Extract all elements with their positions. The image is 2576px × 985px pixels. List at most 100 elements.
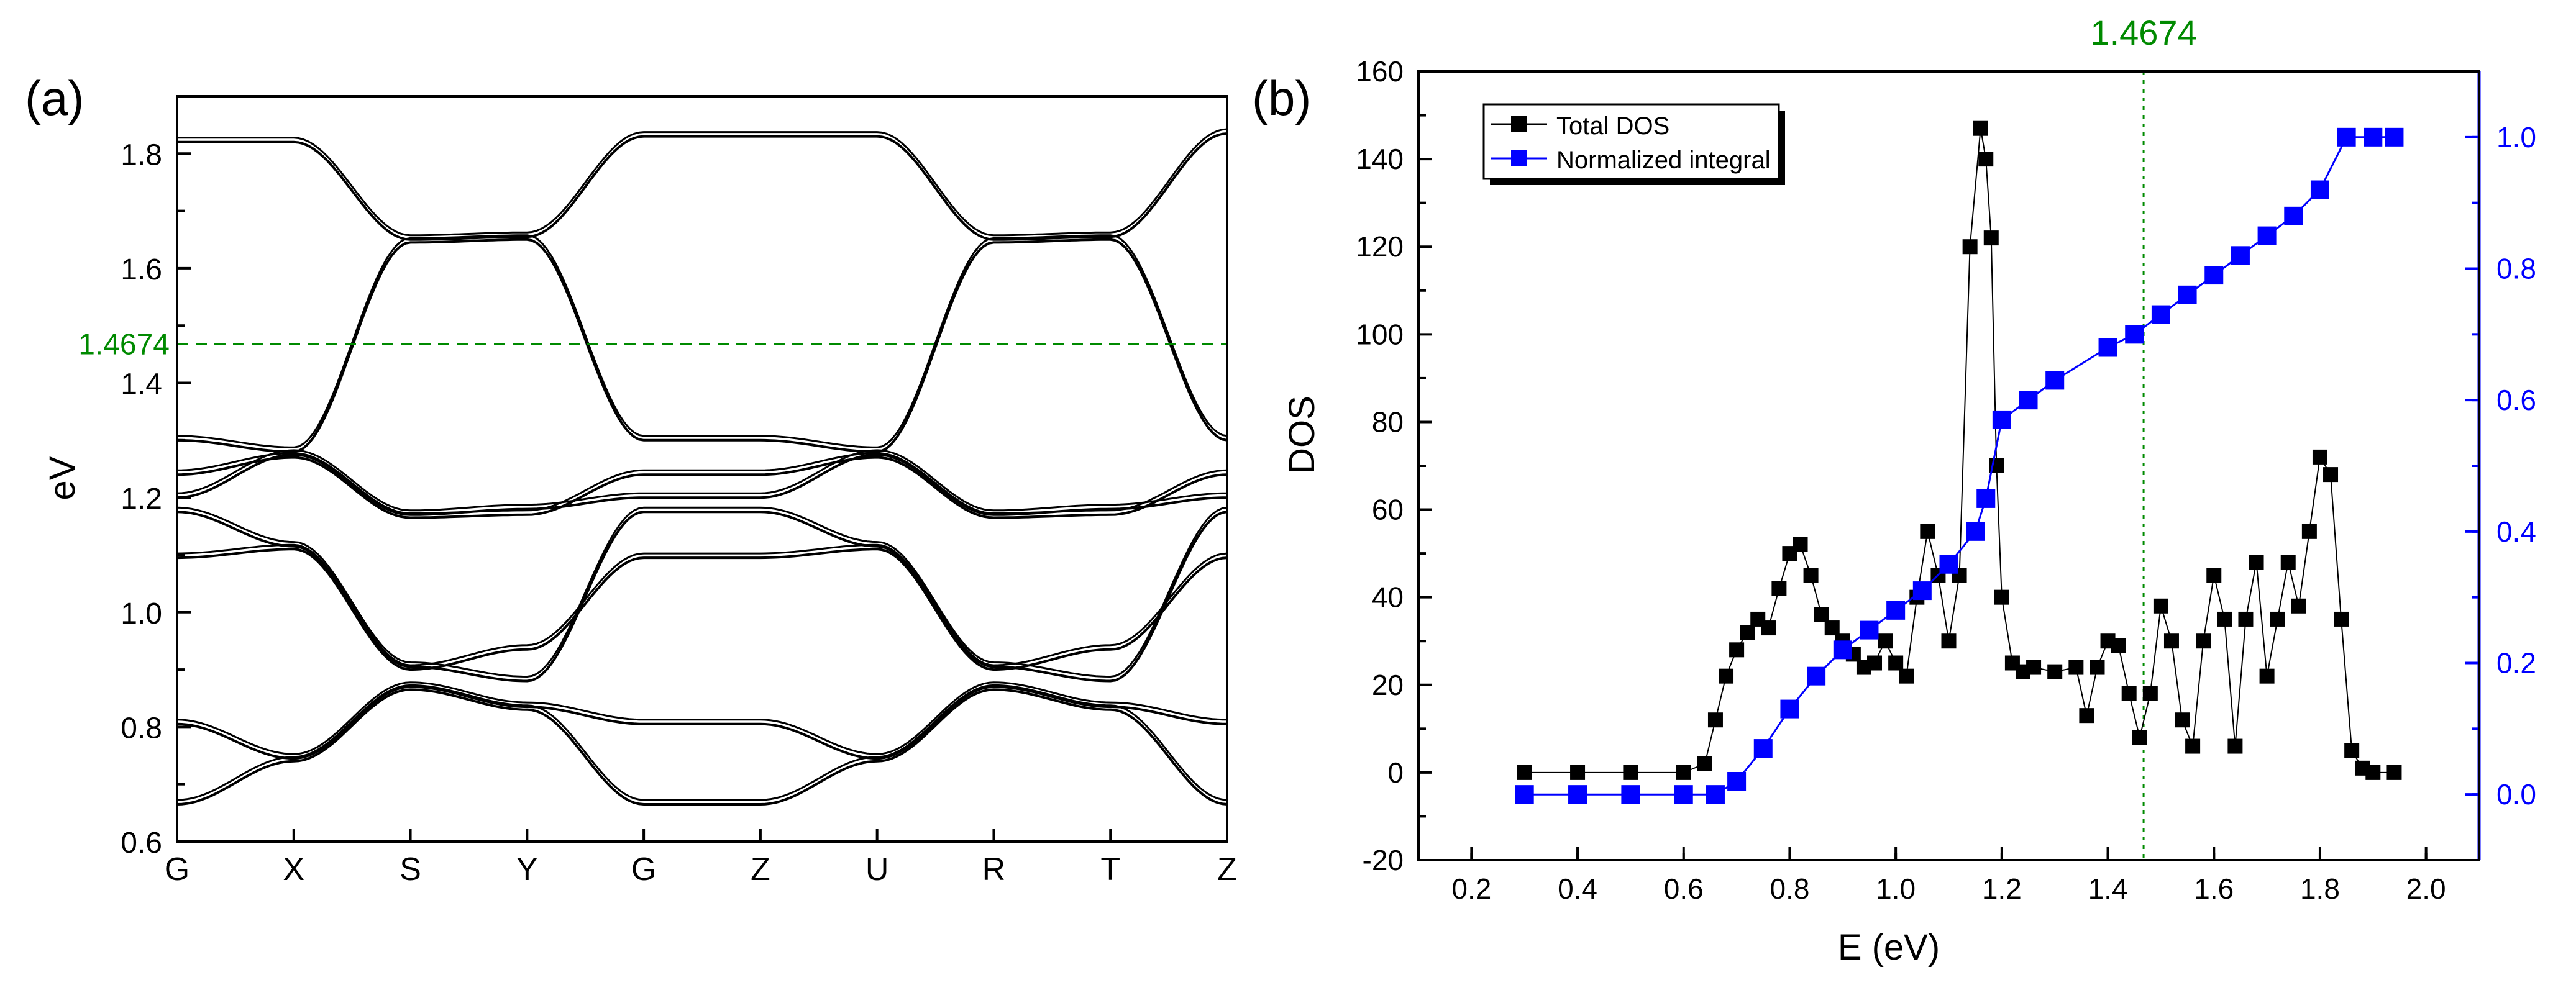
total-dos-point (2185, 738, 2201, 754)
total-dos-point (2301, 524, 2317, 539)
dos-x-tick-label: 0.2 (1451, 873, 1491, 905)
integral-point (2045, 371, 2065, 390)
total-dos-point (2142, 686, 2158, 701)
integral-point (2098, 338, 2117, 357)
total-dos-point (2026, 660, 2042, 675)
total-dos-point (2386, 765, 2402, 780)
dos-plot-frame (1417, 70, 2480, 861)
total-dos-point (2259, 668, 2275, 684)
integral-point (2337, 127, 2356, 147)
dos-y-tick-label: 0 (1387, 756, 1404, 789)
y-tick-label: 1.2 (121, 483, 162, 515)
dos-x-axis-label: E (eV) (1838, 927, 1940, 968)
integral-point (1966, 522, 1985, 541)
total-dos-point (2334, 611, 2349, 627)
total-dos-point (2217, 611, 2232, 627)
band-plot-frame (176, 95, 1228, 843)
total-dos-point (1719, 668, 1734, 684)
total-dos-point (1740, 625, 1755, 640)
integral-point (2257, 226, 2277, 245)
integral-point (2204, 266, 2224, 285)
band-line-6-split (176, 452, 1228, 515)
total-dos-point (1888, 655, 1904, 671)
dos-series (1515, 120, 2404, 804)
k-point-label: Y (516, 851, 538, 887)
dos-y-tick-label: 160 (1356, 55, 1404, 88)
integral-point (2178, 285, 2197, 304)
panel-a-label: (a) (25, 71, 84, 125)
total-dos-point (1623, 765, 1638, 780)
dos-y-tick-label: 100 (1356, 318, 1404, 350)
integral-point (1780, 699, 1799, 719)
integral-point (1674, 785, 1693, 804)
integral-point (1939, 555, 1958, 574)
total-dos-point (1803, 568, 1819, 583)
total-dos-point (2068, 660, 2084, 675)
total-dos-point (2227, 738, 2243, 754)
dos-y-tick-label: -20 (1363, 844, 1404, 876)
total-dos-point (2312, 449, 2327, 465)
total-dos-point (2323, 467, 2339, 483)
integral-point (1912, 581, 1932, 601)
integral-point (1568, 785, 1587, 804)
legend-total-dos-marker (1511, 116, 1527, 132)
k-point-label: Z (751, 851, 770, 887)
total-dos-point (1707, 712, 1723, 728)
integral-point (2231, 246, 2250, 265)
total-dos-point (2153, 598, 2168, 614)
band-line-4-split (176, 506, 1228, 678)
integral-point (2385, 127, 2404, 147)
integral-point (1753, 739, 1773, 758)
total-dos-point (1824, 620, 1840, 636)
integral-point (2151, 305, 2170, 324)
total-dos-point (2365, 765, 2381, 780)
dos-y-tick-label: 40 (1372, 581, 1404, 614)
dos-x-tick-label: 0.6 (1664, 873, 1704, 905)
total-dos-point (2344, 743, 2360, 758)
dos-x-tick-label: 1.6 (2194, 873, 2234, 905)
integral-y-tick-label: 0.4 (2496, 515, 2536, 548)
total-dos-point (2163, 633, 2179, 649)
band-line-8-split (177, 128, 1228, 237)
total-dos-point (1676, 765, 1691, 780)
total-dos-point (2121, 686, 2137, 701)
band-line-3 (176, 548, 1228, 671)
dos-x-tick-label: 2.0 (2406, 873, 2446, 905)
total-dos-point (1994, 589, 2009, 605)
total-dos-point (1920, 524, 1935, 539)
total-dos-point (1983, 230, 1999, 246)
y-tick-label: 0.6 (121, 827, 162, 860)
dos-x-tick-label: 1.2 (1982, 873, 2022, 905)
band-line-5-split (176, 449, 1227, 512)
dos-y-tick-label: 120 (1356, 230, 1404, 263)
band-axis-ticks: 0.6 0.8 1.0 1.2 1.4 1.6 1.8 G X S Y G Z U R T Z (121, 95, 1237, 887)
band-line-7 (176, 238, 1228, 453)
legend-box (1482, 103, 1780, 180)
y-tick-label: 0.8 (121, 712, 162, 745)
integral-y-tick-label: 0.0 (2496, 778, 2536, 810)
total-dos-point (2175, 712, 2190, 728)
total-dos-point (1962, 239, 1978, 255)
total-dos-point (1517, 765, 1532, 780)
k-point-label: R (982, 851, 1006, 887)
band-structure-panel: (a) eV 1.4674 0.6 0.8 1.0 1.2 1.4 1.6 1.8 G X S Y G… (25, 71, 1237, 887)
dos-y-tick-label: 80 (1372, 406, 1404, 438)
k-point-label: Z (1217, 851, 1237, 887)
total-dos-point (1878, 633, 1893, 649)
total-dos-point (2079, 708, 2094, 724)
total-dos-point (2047, 664, 2063, 679)
legend: Total DOS Normalized integral (1482, 103, 1785, 185)
total-dos-point (1973, 120, 1988, 136)
k-point-label: S (400, 851, 421, 887)
y-tick-label: 1.8 (121, 138, 162, 171)
dos-axis-ticks: -20 0 20 40 60 80 100 120 140 160 0.0 0.2 0.4 0.6 0.8 1… (1356, 55, 2536, 905)
legend-integral-marker (1511, 150, 1527, 166)
band-line-2-split (176, 681, 1228, 755)
total-dos-point (1814, 607, 1829, 622)
integral-point (1515, 785, 1534, 804)
dos-x-tick-label: 1.0 (1876, 873, 1916, 905)
band-line-2 (176, 685, 1228, 760)
dos-y-tick-label: 140 (1356, 143, 1404, 175)
band-line-7-split (176, 234, 1228, 448)
band-line-8 (177, 132, 1228, 241)
